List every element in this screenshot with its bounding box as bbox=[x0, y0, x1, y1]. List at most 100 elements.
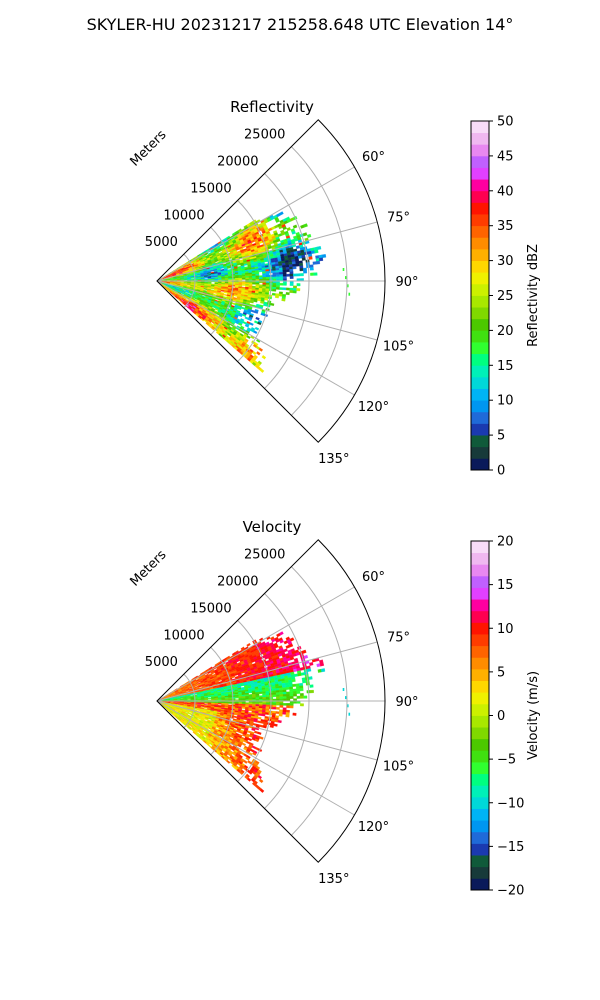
data-cell bbox=[248, 277, 253, 280]
data-cell bbox=[183, 282, 188, 284]
data-cell bbox=[272, 284, 277, 288]
data-cell bbox=[173, 701, 178, 703]
data-cell bbox=[258, 691, 263, 695]
colorbar-swatch bbox=[471, 167, 489, 180]
colorbar-swatch bbox=[471, 272, 489, 285]
data-cell bbox=[258, 713, 263, 716]
colorbar-swatch bbox=[471, 214, 489, 227]
data-cell bbox=[261, 713, 266, 717]
data-cell bbox=[302, 679, 307, 684]
data-cell bbox=[258, 269, 263, 273]
data-cell bbox=[275, 711, 280, 714]
data-cell bbox=[183, 279, 188, 281]
data-cell bbox=[285, 292, 290, 296]
data-cell bbox=[276, 702, 280, 706]
data-cell bbox=[224, 278, 229, 280]
data-cell bbox=[254, 730, 259, 734]
colorbar-tick-label: 40 bbox=[497, 184, 514, 199]
data-cell bbox=[238, 314, 243, 318]
data-cell bbox=[217, 702, 222, 705]
colorbar-tick-label: 25 bbox=[497, 289, 514, 304]
colorbar-swatch bbox=[471, 330, 489, 343]
data-cell bbox=[282, 694, 287, 697]
data-cell bbox=[204, 702, 209, 704]
data-cell bbox=[210, 326, 215, 331]
radial-tick-label: 15000 bbox=[190, 181, 231, 196]
colorbar-swatch bbox=[471, 435, 489, 448]
data-cell bbox=[299, 273, 304, 277]
data-cell bbox=[285, 686, 290, 690]
colorbar-swatch bbox=[471, 190, 489, 203]
data-cell bbox=[292, 688, 297, 692]
data-cell bbox=[255, 704, 260, 707]
colorbar-swatch bbox=[471, 342, 489, 355]
data-cell bbox=[293, 285, 297, 289]
data-cell bbox=[348, 292, 351, 296]
data-cell bbox=[203, 706, 208, 709]
data-cell bbox=[272, 282, 277, 286]
data-cell bbox=[279, 696, 284, 700]
data-cell bbox=[279, 269, 284, 273]
data-cell bbox=[217, 278, 222, 281]
data-cell bbox=[241, 274, 246, 277]
colorbar-tick-label: 10 bbox=[497, 394, 514, 409]
data-cell bbox=[286, 273, 291, 277]
data-cell bbox=[247, 737, 252, 742]
data-cell bbox=[253, 719, 258, 723]
data-cell bbox=[241, 702, 246, 705]
data-cell bbox=[275, 272, 280, 275]
data-cell bbox=[262, 702, 267, 705]
data-cell bbox=[265, 271, 270, 274]
data-cell bbox=[190, 279, 195, 281]
data-cell bbox=[342, 268, 345, 271]
data-cell bbox=[296, 273, 301, 277]
data-cell bbox=[282, 269, 287, 273]
data-cell bbox=[294, 673, 299, 677]
azimuth-line bbox=[156, 280, 378, 341]
colorbar-swatch bbox=[471, 121, 489, 134]
data-cell bbox=[257, 321, 262, 326]
data-cell bbox=[259, 697, 263, 700]
data-cell bbox=[302, 232, 308, 237]
data-cell bbox=[241, 282, 246, 285]
data-cell bbox=[235, 277, 239, 280]
data-cell bbox=[317, 246, 322, 250]
data-cell bbox=[275, 287, 280, 290]
data-cell bbox=[190, 277, 195, 279]
colorbar-tick-label: 30 bbox=[497, 254, 514, 269]
data-cell bbox=[245, 696, 250, 699]
data-cell bbox=[252, 277, 256, 280]
data-cell bbox=[217, 698, 222, 701]
data-cell bbox=[289, 287, 294, 291]
data-cell bbox=[279, 694, 284, 697]
data-cell bbox=[265, 691, 270, 694]
colorbar-tick-label: 50 bbox=[497, 115, 514, 130]
data-cell bbox=[296, 688, 301, 692]
colorbar-swatch bbox=[471, 237, 489, 250]
data-cell bbox=[259, 736, 264, 740]
data-cell bbox=[282, 287, 287, 291]
radial-axis-label: Meters bbox=[128, 127, 170, 169]
data-cell bbox=[252, 702, 256, 705]
data-cell bbox=[291, 678, 296, 683]
radial-tick-label: 10000 bbox=[163, 208, 204, 223]
data-cell bbox=[241, 694, 246, 697]
colorbar-swatch bbox=[471, 155, 489, 168]
data-cell bbox=[270, 302, 275, 306]
data-cell bbox=[248, 708, 253, 712]
data-cell bbox=[207, 698, 212, 700]
data-cell bbox=[275, 707, 280, 710]
data-cell bbox=[292, 263, 297, 267]
data-cell bbox=[282, 689, 287, 693]
data-cell bbox=[262, 725, 267, 729]
data-cell bbox=[282, 707, 287, 711]
data-cell bbox=[279, 211, 284, 216]
data-cell bbox=[286, 287, 290, 291]
data-cell bbox=[265, 276, 270, 280]
data-cell bbox=[255, 316, 260, 321]
data-cell bbox=[275, 692, 280, 695]
data-cell bbox=[238, 277, 243, 280]
data-cell bbox=[285, 714, 290, 718]
data-cell bbox=[289, 703, 294, 706]
